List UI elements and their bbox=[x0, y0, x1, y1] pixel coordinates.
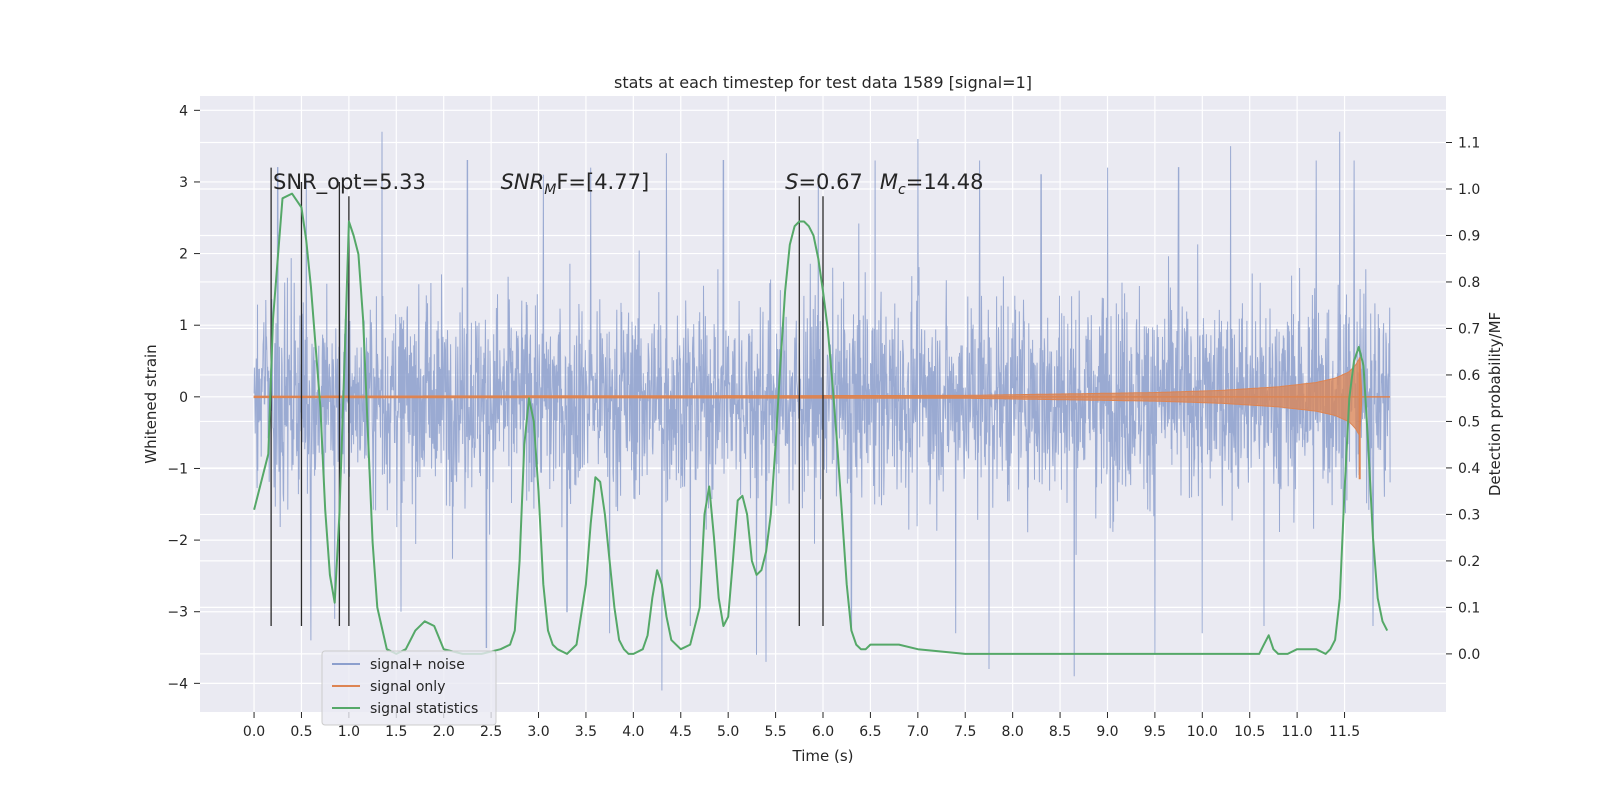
y2-tick-label: 0.5 bbox=[1458, 414, 1480, 430]
legend-label-signal-noise: signal+ noise bbox=[370, 657, 465, 673]
y-tick-label: −1 bbox=[167, 461, 188, 477]
x-tick-label: 9.0 bbox=[1096, 724, 1118, 740]
axis-ticks: 0.0 0.5 1.0 1.5 2.0 2.5 3.0 3.5 4.0 4.5 5.0 5.5 6.0 6… bbox=[167, 103, 1480, 740]
y2-tick-label: 0.2 bbox=[1458, 554, 1480, 570]
annotation-s: S=0.67 bbox=[785, 170, 863, 194]
annotation-mc: Mc=14.48 bbox=[880, 170, 984, 198]
x-tick-label: 7.0 bbox=[907, 724, 929, 740]
x-tick-label: 1.5 bbox=[385, 724, 407, 740]
annotation-snr-mf: SNRMF=[4.77] bbox=[501, 170, 650, 198]
x-tick-label: 9.5 bbox=[1144, 724, 1166, 740]
y-axis-label: Whitened strain bbox=[142, 344, 160, 463]
x-tick-label: 10.0 bbox=[1187, 724, 1218, 740]
x-tick-label: 5.0 bbox=[717, 724, 739, 740]
x-tick-label: 7.5 bbox=[954, 724, 976, 740]
series-signal-only bbox=[253, 356, 1391, 480]
annotations: SNR_opt=5.33 SNRMF=[4.77] S=0.67 Mc=14.4… bbox=[273, 170, 983, 198]
y-tick-label: 3 bbox=[179, 175, 188, 191]
legend-box bbox=[321, 650, 497, 726]
annotation-snr-mf-rest: F=[4.77] bbox=[556, 170, 649, 194]
legend-label-signal-only: signal only bbox=[370, 679, 445, 695]
x-tick-label: 6.0 bbox=[812, 724, 834, 740]
x-tick-label: 2.5 bbox=[480, 724, 502, 740]
x-tick-label: 8.5 bbox=[1049, 724, 1071, 740]
y2-tick-label: 0.9 bbox=[1458, 228, 1480, 244]
x-axis-label: Time (s) bbox=[792, 747, 854, 765]
x-tick-label: 4.5 bbox=[670, 724, 692, 740]
y2-tick-label: 0.1 bbox=[1458, 600, 1480, 616]
annotation-s-rest: =0.67 bbox=[798, 170, 862, 194]
x-tick-label: 1.0 bbox=[338, 724, 360, 740]
y-tick-label: −4 bbox=[167, 676, 188, 692]
x-tick-label: 5.5 bbox=[764, 724, 786, 740]
y2-tick-label: 0.3 bbox=[1458, 507, 1480, 523]
y-tick-label: 2 bbox=[179, 247, 188, 263]
x-tick-label: 0.0 bbox=[243, 724, 265, 740]
y2-tick-label: 0.4 bbox=[1458, 461, 1480, 477]
x-tick-label: 3.5 bbox=[575, 724, 597, 740]
x-tick-label: 4.0 bbox=[622, 724, 644, 740]
x-tick-label: 11.5 bbox=[1329, 724, 1360, 740]
chart-title: stats at each timestep for test data 158… bbox=[614, 73, 1032, 92]
x-tick-label: 0.5 bbox=[290, 724, 312, 740]
y2-tick-label: 0.6 bbox=[1458, 368, 1480, 384]
annotation-s-base: S bbox=[785, 170, 798, 194]
y2-axis-label: Detection probability/MF bbox=[1486, 312, 1504, 496]
annotation-mc-sub: c bbox=[898, 182, 906, 198]
y-tick-label: 1 bbox=[179, 318, 188, 334]
y-tick-label: −2 bbox=[167, 533, 188, 549]
y2-tick-label: 0.7 bbox=[1458, 321, 1480, 337]
y2-tick-label: 0.0 bbox=[1458, 647, 1480, 663]
annotation-snr-opt: SNR_opt=5.33 bbox=[273, 170, 426, 195]
x-tick-label: 2.0 bbox=[433, 724, 455, 740]
y2-tick-label: 1.0 bbox=[1458, 182, 1480, 198]
x-tick-label: 11.0 bbox=[1282, 724, 1313, 740]
annotation-mc-base: M bbox=[880, 170, 898, 194]
x-tick-label: 6.5 bbox=[859, 724, 881, 740]
y2-tick-label: 0.8 bbox=[1458, 275, 1480, 291]
legend: signal+ noise signal only signal statist… bbox=[321, 650, 497, 726]
annotation-mc-rest: =14.48 bbox=[906, 170, 984, 194]
y-tick-label: 0 bbox=[179, 390, 188, 406]
series-signal-noise bbox=[253, 131, 1391, 691]
signal-noise-trace bbox=[253, 131, 1391, 691]
vertical-markers bbox=[270, 167, 824, 627]
x-tick-label: 3.0 bbox=[527, 724, 549, 740]
x-tick-label: 8.0 bbox=[1002, 724, 1024, 740]
annotation-snr-mf-sub: M bbox=[544, 182, 556, 198]
legend-label-signal-statistics: signal statistics bbox=[370, 701, 478, 717]
x-tick-label: 10.5 bbox=[1234, 724, 1265, 740]
y-tick-label: −3 bbox=[167, 605, 188, 621]
y-tick-label: 4 bbox=[179, 103, 188, 119]
annotation-snr-mf-base: SNR bbox=[501, 170, 545, 194]
y2-tick-label: 1.1 bbox=[1458, 135, 1480, 151]
